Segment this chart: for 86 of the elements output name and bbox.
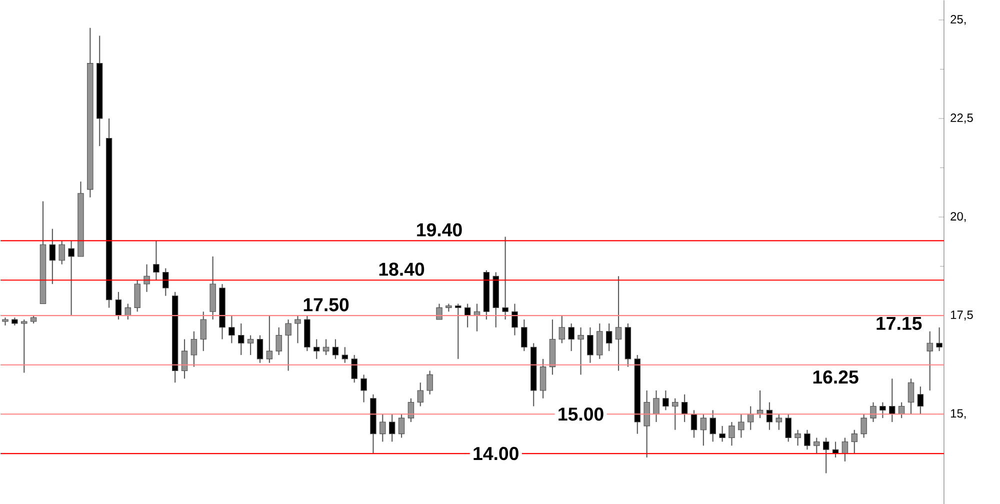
candlestick bbox=[294, 314, 301, 344]
candlestick bbox=[49, 228, 56, 284]
y-tick-label: 17,5 bbox=[950, 310, 973, 320]
candlestick bbox=[653, 390, 660, 422]
candlestick bbox=[266, 314, 273, 364]
candlestick bbox=[153, 240, 160, 281]
candlestick bbox=[408, 398, 414, 422]
candlestick bbox=[436, 303, 442, 320]
y-tick-label: 25, bbox=[950, 14, 966, 25]
candlestick bbox=[181, 338, 188, 380]
candlestick bbox=[285, 318, 292, 372]
candlestick bbox=[615, 276, 622, 372]
candlestick bbox=[521, 318, 528, 352]
candlestick bbox=[342, 346, 348, 364]
candlestick bbox=[162, 268, 169, 296]
y-tick-label: 20, bbox=[950, 212, 966, 222]
candlestick bbox=[662, 390, 669, 411]
candlestick bbox=[360, 374, 367, 403]
candlestick bbox=[880, 402, 886, 418]
candlestick bbox=[728, 421, 735, 446]
candlestick bbox=[351, 354, 358, 383]
candlestick bbox=[200, 310, 206, 352]
candlestick bbox=[814, 437, 820, 454]
y-tick-label: 15, bbox=[950, 409, 966, 419]
candlestick bbox=[256, 334, 264, 364]
candlestick bbox=[332, 338, 339, 360]
candlestick bbox=[766, 402, 773, 430]
candlestick bbox=[587, 326, 594, 364]
candlestick bbox=[719, 425, 726, 442]
candlestick bbox=[568, 322, 574, 352]
ref-line-label: 14.00 bbox=[474, 446, 518, 460]
candlestick bbox=[512, 303, 518, 336]
candlestick bbox=[917, 386, 924, 415]
candlestick bbox=[794, 429, 801, 446]
candlestick bbox=[700, 413, 707, 446]
ref-line-label: 18.40 bbox=[379, 262, 424, 276]
candlestick bbox=[134, 279, 140, 312]
candlestick bbox=[380, 413, 386, 442]
candlestick bbox=[417, 382, 424, 407]
y-tick-label: 22,5 bbox=[950, 113, 973, 124]
candlestick bbox=[681, 394, 688, 422]
candlestick bbox=[228, 314, 235, 344]
ref-line-label: 17.50 bbox=[304, 298, 349, 312]
ref-line-label: 16.25 bbox=[813, 370, 858, 384]
ref-line-label: 19.40 bbox=[417, 223, 462, 236]
candlestick bbox=[540, 358, 546, 399]
candlestick bbox=[822, 437, 830, 474]
candlestick bbox=[748, 406, 754, 430]
candlestick bbox=[804, 429, 810, 450]
candlestick bbox=[578, 326, 584, 376]
candlestick bbox=[276, 326, 282, 356]
ref-line-label: 15.00 bbox=[558, 407, 604, 421]
candlestick bbox=[247, 334, 254, 356]
candlestick bbox=[851, 429, 858, 454]
candlestick bbox=[672, 398, 678, 430]
candlestick bbox=[776, 413, 782, 430]
candlestick bbox=[455, 303, 462, 360]
candlestick bbox=[926, 330, 933, 391]
candlestick bbox=[558, 314, 566, 344]
candlestick bbox=[502, 236, 508, 320]
candlestick bbox=[596, 322, 603, 360]
candlestick bbox=[690, 410, 698, 438]
candlestick bbox=[870, 402, 876, 422]
candlestick bbox=[190, 330, 198, 368]
candlestick bbox=[785, 413, 792, 442]
candlestick bbox=[889, 378, 896, 422]
candlestick bbox=[738, 413, 744, 438]
candlestick bbox=[314, 338, 320, 360]
candlestick bbox=[860, 413, 867, 438]
candlestick bbox=[644, 390, 650, 458]
candlestick bbox=[144, 264, 150, 292]
candlestick bbox=[426, 370, 433, 395]
candlestick bbox=[124, 303, 132, 320]
candlestick bbox=[68, 240, 74, 316]
candlestick bbox=[388, 413, 396, 442]
candlestick bbox=[606, 322, 612, 352]
candlestick bbox=[21, 318, 28, 374]
candlestick bbox=[115, 291, 122, 320]
candlestick bbox=[710, 410, 716, 442]
candlestick bbox=[58, 240, 65, 265]
candlestick bbox=[238, 322, 244, 356]
candlestick bbox=[842, 437, 848, 462]
candlestick bbox=[908, 378, 914, 415]
candlestick bbox=[398, 413, 405, 438]
candlestick bbox=[322, 338, 330, 356]
annotation: 17.15 bbox=[876, 316, 922, 330]
